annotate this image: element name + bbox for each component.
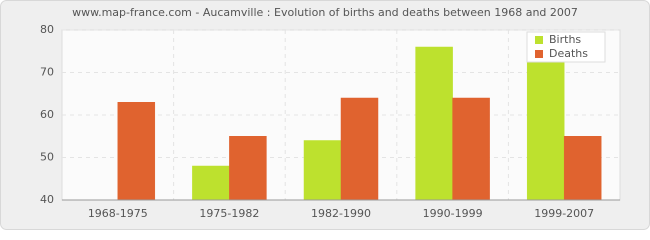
x-tick-label: 1999-2007 <box>534 207 594 220</box>
bar <box>340 97 379 201</box>
legend-label: Deaths <box>549 47 588 60</box>
x-tick-label: 1982-1990 <box>311 207 371 220</box>
chart-title: www.map-france.com - Aucamville : Evolut… <box>72 6 578 19</box>
legend-swatch <box>535 50 543 58</box>
x-tick-label: 1990-1999 <box>423 207 483 220</box>
x-tick-label: 1975-1982 <box>199 207 259 220</box>
y-tick-label: 50 <box>40 151 54 164</box>
y-tick-label: 60 <box>40 108 54 121</box>
legend-swatch <box>535 36 543 44</box>
y-tick-label: 80 <box>40 23 54 36</box>
bar <box>192 165 230 201</box>
x-tick-label: 1968-1975 <box>88 207 148 220</box>
bar <box>117 102 156 201</box>
bar <box>229 136 267 201</box>
bar <box>303 140 342 201</box>
chart: www.map-france.com - Aucamville : Evolut… <box>0 0 650 230</box>
bar <box>452 97 490 201</box>
y-tick-label: 70 <box>40 66 54 79</box>
bar <box>563 136 602 201</box>
bar <box>415 46 453 201</box>
legend-label: Births <box>549 33 581 46</box>
y-tick-label: 40 <box>40 193 54 206</box>
